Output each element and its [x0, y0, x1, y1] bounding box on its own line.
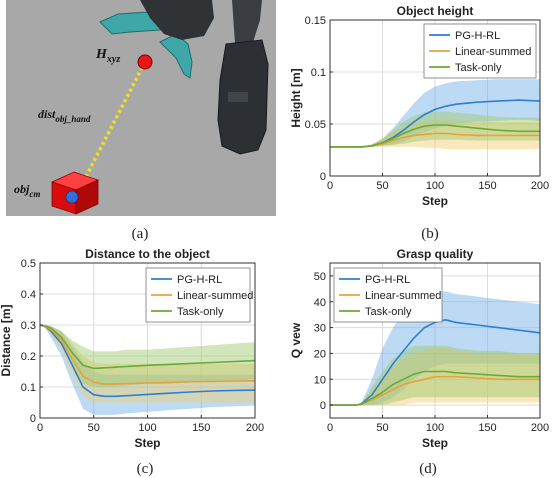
series-line-pg-h-rl [40, 324, 255, 398]
svg-text:objcm: objcm [14, 182, 40, 199]
legend-label: PG-H-RL [365, 274, 410, 286]
svg-text:Hxyz: Hxyz [95, 47, 120, 65]
chart-object-height: 0 50 100 150 200 0 0.05 0.1 0.15 Object height Ste… [289, 4, 549, 208]
x-tick-label: 0 [327, 180, 333, 192]
target-label: H [95, 47, 108, 62]
band-task-only [40, 325, 255, 387]
band-task-only [330, 345, 540, 406]
y-tick-label: 50 [314, 271, 326, 283]
y-tick-label: 30 [314, 323, 326, 335]
x-tick-label: 50 [88, 422, 100, 434]
com-marker [65, 190, 79, 204]
y-tick-label: 0.4 [21, 289, 36, 301]
y-axis-label: Height [m] [289, 68, 303, 127]
band-task-only [330, 111, 540, 147]
y-tick-label: 0 [320, 171, 326, 183]
series-line-linear-summed [40, 324, 255, 385]
legend-label: Linear-summed [365, 290, 441, 302]
cube-side [75, 179, 99, 215]
y-tick-label: 0.2 [21, 351, 36, 363]
y-tick-label: 0 [30, 413, 36, 425]
y-tick-label: 20 [314, 348, 326, 360]
distance-line [74, 61, 147, 197]
x-tick-label: 200 [531, 422, 549, 434]
robot-wrist [140, 0, 214, 40]
x-axis-label: Step [422, 436, 448, 450]
band-linear-summed [330, 119, 540, 149]
caption-b: (b) [421, 226, 439, 242]
target-marker [137, 54, 153, 70]
band-pg-h-rl [330, 291, 540, 406]
robot-arm-joint [228, 92, 248, 102]
series-line-pg-h-rl [330, 318, 540, 406]
x-axis-label: Step [134, 436, 160, 450]
x-tick-label: 100 [138, 422, 156, 434]
chart-grasp-quality: 0 50 100 150 200 0 10 20 30 40 50 Grasp quality Step… [289, 247, 549, 450]
legend-label: Task-only [365, 306, 412, 318]
y-tick-label: 0 [320, 400, 326, 412]
y-axis-label: Distance [m] [0, 304, 13, 376]
scene-panel: Hxyz distobj_hand objcm [6, 0, 276, 216]
y-tick-label: 40 [314, 297, 326, 309]
legend-label: PG-H-RL [177, 274, 222, 286]
y-tick-label: 0.5 [21, 258, 36, 270]
x-tick-label: 100 [426, 180, 444, 192]
x-tick-label: 150 [478, 180, 496, 192]
chart-title: Distance to the object [85, 247, 210, 261]
caption-c: (c) [137, 461, 154, 477]
legend-label: Linear-summed [177, 290, 253, 302]
legend-label: PG-H-RL [455, 30, 500, 42]
obj-label: obj [14, 182, 30, 196]
dist-label: dist [38, 107, 56, 121]
chart-distance: 0 50 100 150 200 0 0.1 0.2 0.3 0.4 0.5 Distance to … [0, 247, 264, 450]
chart-title: Object height [397, 4, 474, 18]
x-tick-label: 0 [327, 422, 333, 434]
svg-text:distobj_hand: distobj_hand [38, 107, 91, 124]
band-pg-h-rl [40, 325, 255, 415]
target-sub: xyz [106, 54, 120, 65]
series-line-task-only [40, 324, 255, 370]
caption-a: (a) [132, 226, 149, 242]
x-tick-label: 200 [246, 422, 264, 434]
y-tick-label: 10 [314, 374, 326, 386]
x-axis-label: Step [422, 194, 448, 208]
obj-sub: cm [29, 189, 40, 199]
y-tick-label: 0.1 [311, 67, 326, 79]
x-tick-label: 0 [37, 422, 43, 434]
y-axis-label: Q vew [289, 322, 303, 358]
legend-label: Task-only [177, 306, 224, 318]
y-tick-label: 0.1 [21, 382, 36, 394]
x-tick-label: 200 [531, 180, 549, 192]
series-line-task-only [330, 370, 540, 406]
x-tick-label: 50 [376, 422, 388, 434]
x-tick-label: 50 [376, 180, 388, 192]
x-tick-label: 150 [478, 422, 496, 434]
x-tick-label: 100 [426, 422, 444, 434]
legend-label: Task-only [455, 62, 502, 74]
x-tick-label: 150 [192, 422, 210, 434]
y-tick-label: 0.05 [305, 119, 326, 131]
series-line-task-only [330, 124, 540, 148]
caption-d: (d) [419, 461, 437, 477]
band-pg-h-rl [330, 79, 540, 147]
legend-box [333, 267, 443, 323]
chart-title: Grasp quality [397, 247, 474, 261]
dist-sub: obj_hand [55, 114, 91, 124]
y-tick-label: 0.15 [305, 15, 326, 27]
legend-label: Linear-summed [455, 46, 531, 58]
y-tick-label: 0.3 [21, 320, 36, 332]
